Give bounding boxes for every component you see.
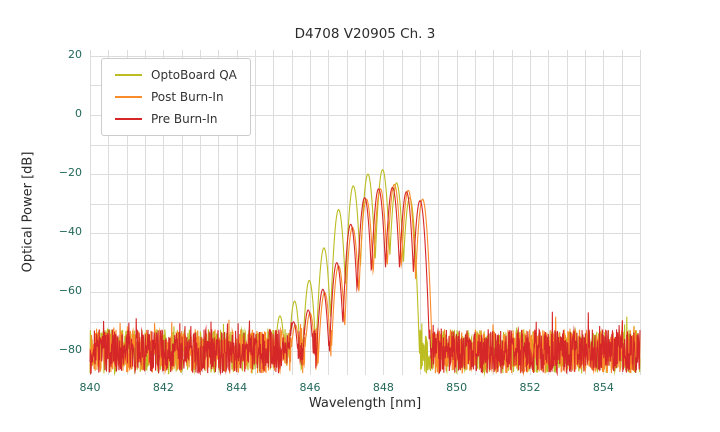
x-tick-label: 842: [152, 381, 174, 394]
y-tick-label: −60: [58, 284, 82, 298]
chart-title: D4708 V20905 Ch. 3: [294, 26, 436, 42]
y-tick-label: 20: [68, 47, 82, 61]
x-tick-label: 840: [79, 381, 101, 394]
x-tick-label: 844: [226, 381, 248, 394]
legend-line-swatch: [115, 74, 142, 76]
legend-item: Pre Burn-In: [115, 112, 237, 126]
legend-item: OptoBoard QA: [115, 68, 237, 82]
legend-line-swatch: [115, 96, 142, 98]
x-axis-label: Wavelength [nm]: [308, 396, 422, 411]
x-tick-label: 848: [372, 381, 394, 394]
legend-label: Post Burn-In: [151, 90, 224, 104]
y-tick-label: −40: [58, 225, 82, 239]
y-axis-label: Optical Power [dB]: [20, 151, 36, 273]
legend-label: Pre Burn-In: [151, 112, 218, 126]
x-tick-label: 850: [446, 381, 468, 394]
legend: OptoBoard QA Post Burn-In Pre Burn-In: [101, 58, 251, 136]
x-tick-label: 854: [592, 381, 614, 394]
y-tick-label: −20: [58, 166, 82, 180]
x-tick-label: 852: [519, 381, 541, 394]
legend-line-swatch: [115, 118, 142, 120]
x-tick-label: 846: [299, 381, 321, 394]
y-tick-label: −80: [58, 343, 82, 357]
legend-item: Post Burn-In: [115, 90, 237, 104]
y-tick-label: 0: [75, 107, 82, 120]
legend-label: OptoBoard QA: [151, 68, 237, 82]
